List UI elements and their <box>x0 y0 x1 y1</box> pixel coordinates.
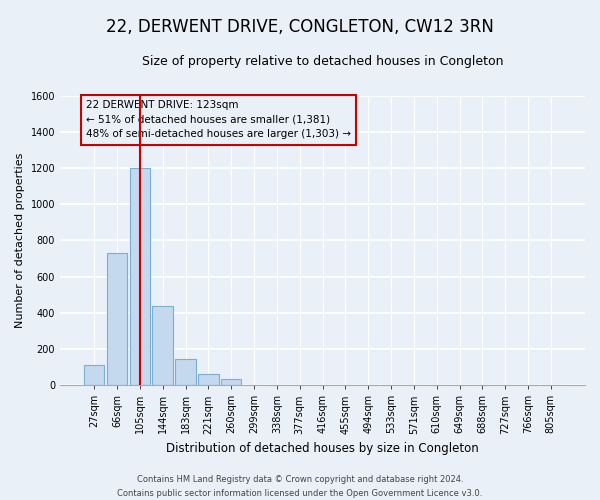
X-axis label: Distribution of detached houses by size in Congleton: Distribution of detached houses by size … <box>166 442 479 455</box>
Bar <box>175 359 196 385</box>
Bar <box>152 306 173 385</box>
Text: 22 DERWENT DRIVE: 123sqm
← 51% of detached houses are smaller (1,381)
48% of sem: 22 DERWENT DRIVE: 123sqm ← 51% of detach… <box>86 100 351 140</box>
Bar <box>84 365 104 385</box>
Bar <box>198 374 218 385</box>
Title: Size of property relative to detached houses in Congleton: Size of property relative to detached ho… <box>142 55 503 68</box>
Bar <box>130 168 150 385</box>
Y-axis label: Number of detached properties: Number of detached properties <box>15 152 25 328</box>
Bar <box>221 379 241 385</box>
Text: 22, DERWENT DRIVE, CONGLETON, CW12 3RN: 22, DERWENT DRIVE, CONGLETON, CW12 3RN <box>106 18 494 36</box>
Text: Contains HM Land Registry data © Crown copyright and database right 2024.
Contai: Contains HM Land Registry data © Crown c… <box>118 476 482 498</box>
Bar <box>107 253 127 385</box>
